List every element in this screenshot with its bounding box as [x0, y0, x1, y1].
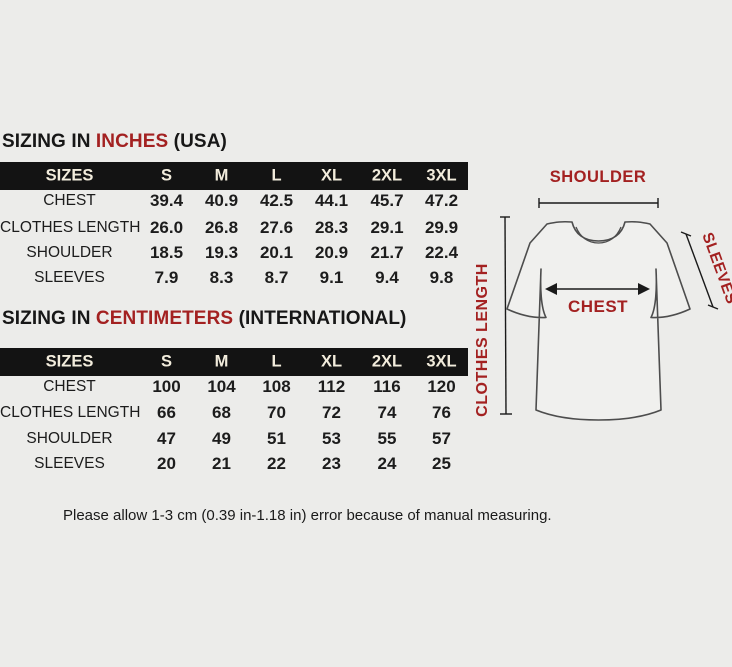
svg-text:CHEST: CHEST [568, 297, 628, 316]
svg-text:CLOTHES LENGTH: CLOTHES LENGTH [474, 263, 491, 417]
svg-text:SLEEVES: SLEEVES [698, 230, 732, 306]
svg-text:SHOULDER: SHOULDER [550, 168, 647, 186]
